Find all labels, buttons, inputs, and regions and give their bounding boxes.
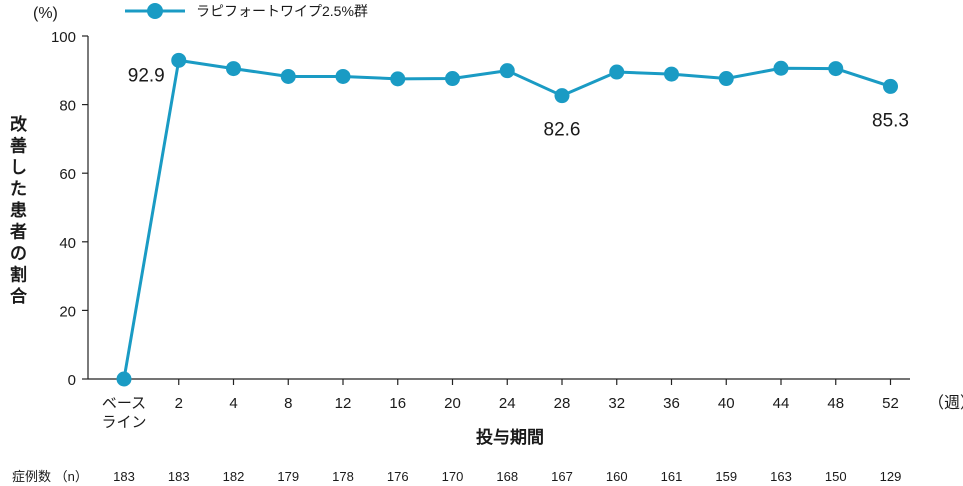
data-point xyxy=(718,71,734,87)
y-axis-title-char: 改 xyxy=(10,114,28,134)
n-count: 161 xyxy=(661,469,683,484)
legend: ラピフォートワイプ2.5%群 xyxy=(125,3,368,19)
n-count: 129 xyxy=(880,469,902,484)
series-line xyxy=(122,58,891,380)
x-tick-label: 24 xyxy=(499,395,516,412)
y-axis-title-char: 合 xyxy=(10,286,28,306)
x-tick-label: 32 xyxy=(608,395,625,412)
x-tick-label: 28 xyxy=(554,395,571,412)
y-ticks: 0 20 40 60 80 100 xyxy=(51,29,88,389)
data-label: 92.9 xyxy=(128,65,165,86)
data-point xyxy=(773,60,789,76)
data-point xyxy=(335,68,351,84)
legend-marker xyxy=(147,3,163,19)
y-tick-label: 80 xyxy=(59,98,76,115)
n-count: 150 xyxy=(825,469,847,484)
x-tick-label: 40 xyxy=(718,395,735,412)
n-count: 178 xyxy=(332,469,354,484)
x-unit-label: （週） xyxy=(928,394,963,412)
y-tick-label: 20 xyxy=(59,303,76,320)
n-count: 163 xyxy=(770,469,792,484)
n-count: 176 xyxy=(387,469,409,484)
x-tick-label: 16 xyxy=(389,395,406,412)
x-axis-title: 投与期間 xyxy=(476,427,544,447)
y-axis-title: 改善した患者の割合 xyxy=(9,114,28,306)
n-count: 179 xyxy=(277,469,299,484)
y-axis-title-char: の xyxy=(10,244,27,263)
x-tick-label: 2 xyxy=(175,395,183,412)
data-point xyxy=(664,66,679,82)
data-point xyxy=(609,64,625,80)
x-tick-label: 36 xyxy=(663,395,680,412)
x-tick-label: 44 xyxy=(773,395,790,412)
y-axis-title-char: 割 xyxy=(10,265,27,285)
x-tick-label: 12 xyxy=(335,395,352,412)
y-tick-label: 40 xyxy=(59,235,76,252)
data-point xyxy=(828,61,844,77)
y-axis-title-char: 患 xyxy=(10,201,27,220)
data-point xyxy=(390,71,406,87)
y-axis-title-char: し xyxy=(10,158,27,177)
data-point xyxy=(226,61,241,77)
series-points xyxy=(116,52,898,387)
x-tick-label: 48 xyxy=(827,395,844,412)
data-point xyxy=(499,63,515,79)
n-row-label: 症例数 （n） xyxy=(12,469,88,484)
n-count: 183 xyxy=(168,469,190,484)
n-count: 167 xyxy=(551,469,573,484)
y-tick-label: 60 xyxy=(59,166,76,183)
data-point xyxy=(445,71,460,87)
x-tick-label: 4 xyxy=(229,395,237,412)
x-tick-label: 52 xyxy=(882,395,899,412)
y-tick-label: 0 xyxy=(68,372,76,389)
n-count: 170 xyxy=(442,469,464,484)
legend-label: ラピフォートワイプ2.5%群 xyxy=(196,3,368,19)
data-label: 82.6 xyxy=(544,120,581,141)
x-tick-label: 8 xyxy=(284,395,292,412)
data-point xyxy=(171,52,187,68)
n-count: 160 xyxy=(606,469,628,484)
y-unit-label: (%) xyxy=(33,5,58,22)
data-point xyxy=(883,78,898,94)
y-tick-label: 100 xyxy=(51,29,76,46)
data-point xyxy=(116,371,132,387)
x-tick-label: ベースライン xyxy=(101,395,146,431)
n-counts: 183 183 182 179 178 176 170 168 167 160 161 159 163 1… xyxy=(113,469,901,484)
data-point xyxy=(280,68,296,84)
data-point xyxy=(554,88,570,104)
n-count: 159 xyxy=(715,469,737,484)
data-label: 85.3 xyxy=(872,110,909,131)
n-count: 168 xyxy=(496,469,518,484)
x-tick-label: 20 xyxy=(444,395,461,412)
y-axis-title-char: 善 xyxy=(10,136,27,156)
n-count: 183 xyxy=(113,469,135,484)
y-axis-title-char: た xyxy=(10,180,27,199)
y-axis-title-char: 者 xyxy=(9,222,27,242)
n-count: 182 xyxy=(223,469,245,484)
data-labels: 92.9 82.6 85.3 xyxy=(128,65,909,140)
